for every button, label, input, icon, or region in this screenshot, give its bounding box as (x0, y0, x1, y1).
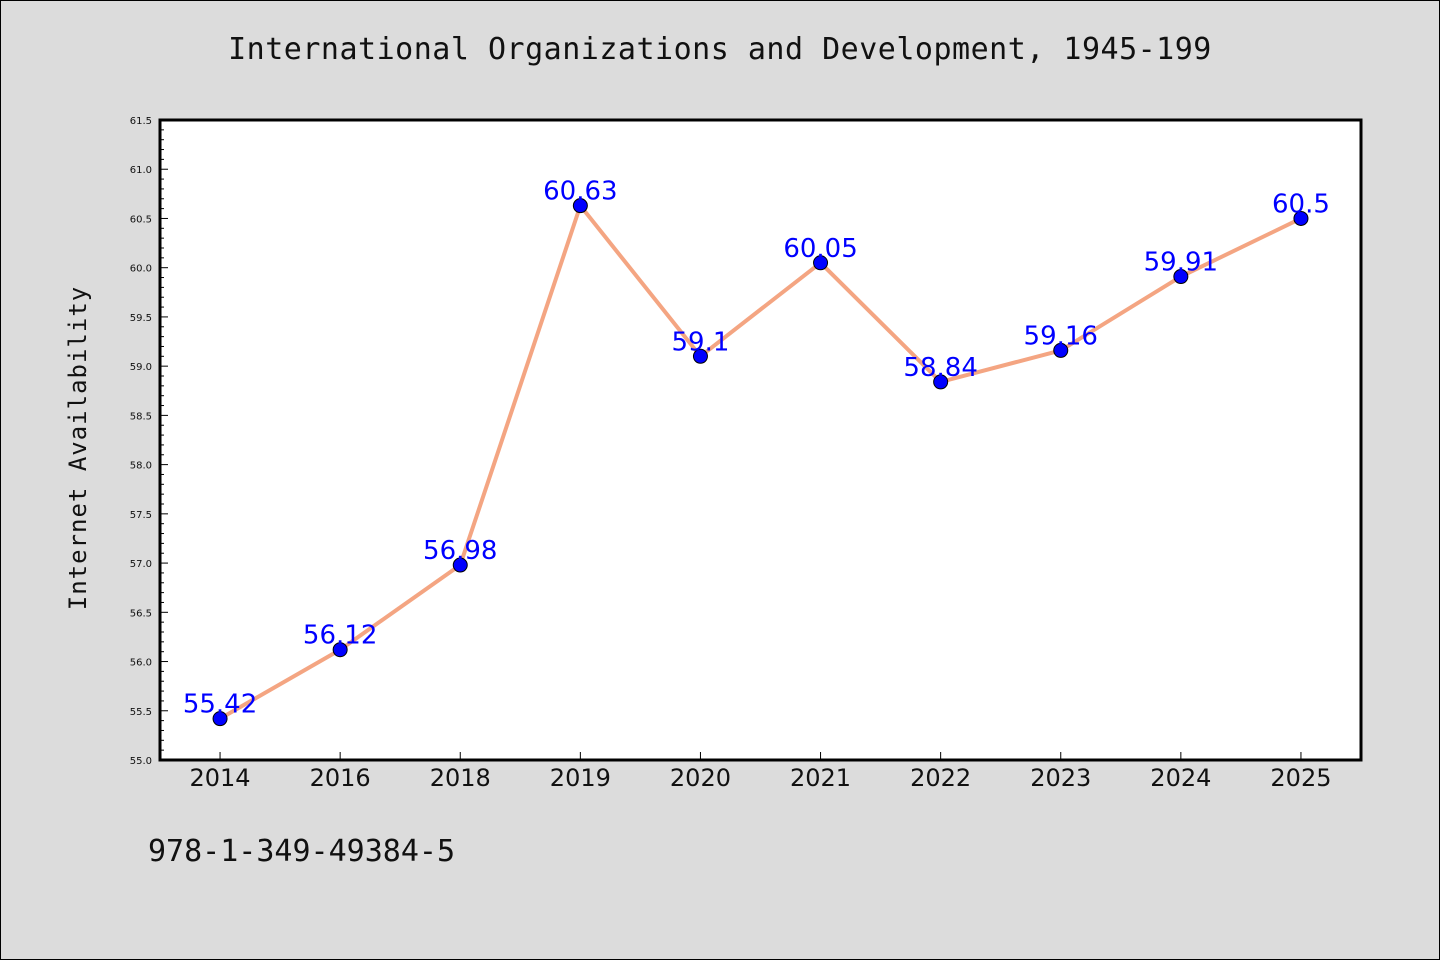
x-tick-label: 2025 (1270, 764, 1331, 792)
data-label: 56.98 (423, 536, 497, 566)
data-point (692, 348, 708, 364)
y-tick-label: 58.5 (130, 411, 152, 422)
data-label: 55.42 (183, 690, 257, 720)
plot-frame (158, 118, 1363, 762)
y-tick-label: 56.5 (130, 608, 152, 619)
data-point (452, 557, 468, 573)
y-tick-label: 57.5 (130, 510, 152, 521)
data-labels: 55.42 56.12 56.98 60.63 59.1 60.05 58.84 59.16 5… (183, 177, 1330, 720)
series (212, 198, 1309, 727)
data-point (212, 711, 228, 727)
chart-title: International Organizations and Developm… (228, 32, 1212, 67)
series-line (218, 203, 1303, 721)
x-axis: 2014 2016 2018 2019 2020 2021 2022 2023 2024 2025 (190, 752, 1331, 792)
data-label: 60.05 (783, 234, 857, 264)
data-label: 60.5 (1272, 189, 1330, 219)
y-tick-label: 57.0 (130, 559, 152, 570)
data-point (1293, 210, 1309, 226)
data-label: 59.91 (1144, 248, 1218, 278)
data-point (1173, 269, 1189, 285)
data-point (933, 374, 949, 390)
y-tick-label: 59.0 (130, 362, 152, 373)
x-tick-label: 2024 (1150, 764, 1211, 792)
data-label: 60.63 (543, 177, 617, 207)
y-tick-label: 56.0 (130, 658, 152, 669)
data-point (1053, 342, 1069, 358)
data-point (813, 255, 829, 271)
x-tick-label: 2019 (550, 764, 611, 792)
data-label: 59.1 (672, 327, 730, 357)
x-tick-label: 2014 (190, 764, 251, 792)
x-tick-label: 2018 (430, 764, 491, 792)
data-label: 58.84 (903, 353, 977, 383)
data-point (572, 198, 588, 214)
x-tick-label: 2016 (310, 764, 371, 792)
x-tick-label: 2022 (910, 764, 971, 792)
isbn-text: 978-1-349-49384-5 (148, 834, 456, 869)
y-tick-label: 61.5 (130, 116, 152, 127)
data-point (332, 642, 348, 658)
x-tick-label: 2021 (790, 764, 851, 792)
y-tick-label: 55.0 (130, 756, 152, 767)
y-axis-label: Internet Availability (64, 286, 92, 610)
data-label: 59.16 (1024, 321, 1098, 351)
y-tick-label: 61.0 (130, 165, 152, 176)
data-label: 56.12 (303, 621, 377, 651)
y-tick-label: 55.5 (130, 707, 152, 718)
y-tick-label: 60.0 (130, 264, 152, 275)
y-tick-label: 59.5 (130, 313, 152, 324)
y-tick-label: 60.5 (130, 214, 152, 225)
x-tick-label: 2020 (670, 764, 731, 792)
y-tick-label: 58.0 (130, 461, 152, 472)
x-tick-label: 2023 (1030, 764, 1091, 792)
plot-area (158, 118, 1363, 762)
y-axis: 55.0 55.5 56.0 56.5 57.0 57.5 58.0 58.5 59.0 59.5… (130, 116, 168, 767)
